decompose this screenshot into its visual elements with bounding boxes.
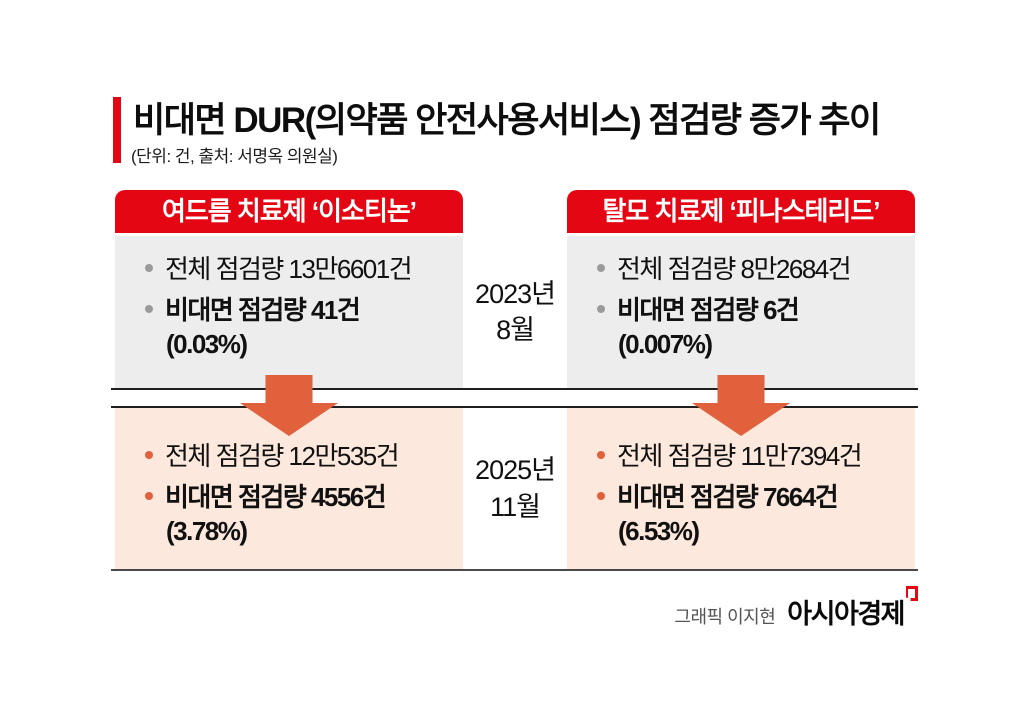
total-checks-value: 전체 점검량 11만7394건 [617, 441, 863, 471]
asiae-logo-text: 아시아경제 [787, 599, 905, 629]
bullet-icon [145, 492, 153, 501]
column-header-finasteride: 탈모 치료제 ‘피나스테리드’ [567, 190, 915, 233]
title-accent-bar [113, 97, 121, 163]
bullet-icon [145, 305, 153, 314]
column-header-isotinon: 여드름 치료제 ‘이소티논’ [115, 190, 463, 233]
remote-share-value: (6.53%) [618, 515, 700, 546]
total-checks-value: 전체 점검량 8만2684건 [617, 254, 852, 284]
period-2025-label: 2025년 11월 [463, 408, 567, 569]
graphic-credit: 그래픽 이지현 [674, 607, 776, 627]
bullet-icon [597, 264, 605, 273]
total-checks-line: 전체 점검량 13만6601건 [145, 254, 463, 285]
bullet-icon [145, 264, 153, 273]
bullet-icon [597, 451, 605, 460]
remote-share-line: (0.007%) [597, 328, 915, 360]
remote-share-value: (0.03%) [166, 328, 248, 359]
remote-checks-value: 비대면 점검량 6건 [617, 294, 800, 325]
period-month: 8월 [496, 315, 535, 345]
remote-share-line: (6.53%) [597, 515, 915, 547]
remote-share-value: (0.007%) [618, 328, 713, 359]
remote-checks-line: 비대면 점검량 4556건 [145, 481, 463, 513]
remote-share-value: (3.78%) [166, 515, 248, 546]
total-checks-value: 전체 점검량 13만6601건 [165, 254, 413, 284]
isotinon-2025-box: 전체 점검량 12만535건 비대면 점검량 4556건 (3.78%) [115, 408, 463, 569]
asiae-logo: 아시아경제 [787, 586, 918, 631]
page-title: 비대면 DUR(의약품 안전사용서비스) 점검량 증가 추이 [133, 101, 881, 140]
remote-checks-value: 비대면 점검량 41건 [165, 294, 361, 325]
bullet-icon [597, 492, 605, 501]
asiae-logo-mark-icon [906, 586, 918, 601]
remote-share-line: (3.78%) [145, 515, 463, 547]
total-checks-value: 전체 점검량 12만535건 [165, 441, 400, 471]
bullet-icon [597, 305, 605, 314]
period-month: 11월 [490, 491, 541, 522]
isotinon-2023-box: 전체 점검량 13만6601건 비대면 점검량 41건 (0.03%) [115, 236, 463, 388]
bullet-icon [145, 451, 153, 460]
total-checks-line: 전체 점검량 11만7394건 [597, 441, 915, 472]
remote-share-line: (0.03%) [145, 328, 463, 360]
unit-source-note: (단위: 건, 출처: 서명옥 의원실) [131, 147, 338, 166]
divider-line-top [111, 388, 918, 390]
total-checks-line: 전체 점검량 8만2684건 [597, 254, 915, 285]
period-year: 2023년 [475, 278, 556, 309]
finasteride-2023-box: 전체 점검량 8만2684건 비대면 점검량 6건 (0.007%) [567, 236, 915, 388]
divider-line-bottom [111, 569, 918, 571]
remote-checks-line: 비대면 점검량 7664건 [597, 481, 915, 513]
divider-line-middle [111, 406, 918, 408]
period-year: 2025년 [475, 455, 556, 486]
period-2023-label: 2023년 8월 [463, 236, 567, 388]
footer-credit: 그래픽 이지현 아시아경제 [674, 586, 918, 631]
remote-checks-value: 비대면 점검량 7664건 [617, 481, 839, 512]
total-checks-line: 전체 점검량 12만535건 [145, 441, 463, 472]
remote-checks-line: 비대면 점검량 6건 [597, 294, 915, 326]
remote-checks-line: 비대면 점검량 41건 [145, 294, 463, 326]
remote-checks-value: 비대면 점검량 4556건 [165, 481, 387, 512]
